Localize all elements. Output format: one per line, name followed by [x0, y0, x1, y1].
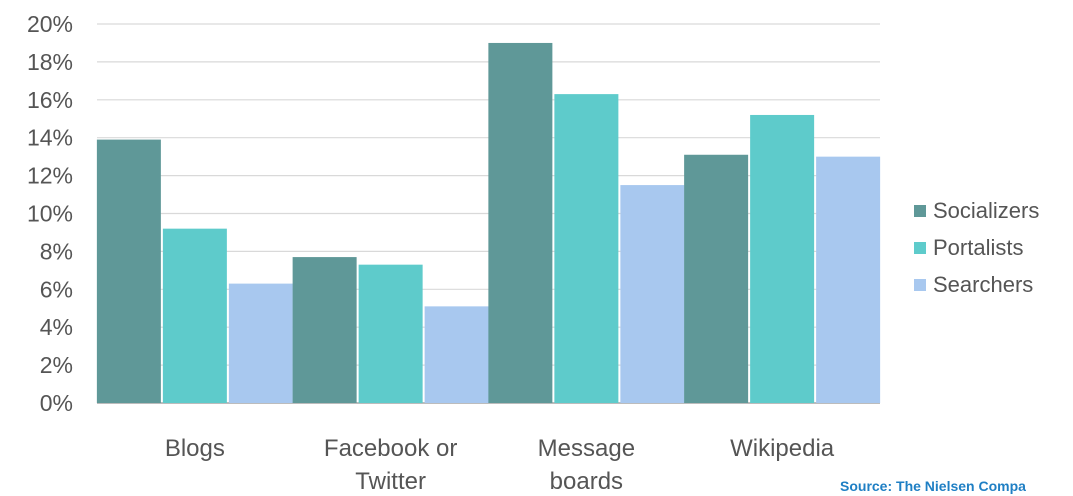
legend-swatch-portalists [914, 242, 926, 254]
bar-portalists-3 [554, 94, 619, 404]
bar-searchers-4 [816, 156, 881, 403]
legend-label-socializers: Socializers [933, 198, 1039, 223]
y-tick-label: 20% [27, 11, 73, 37]
y-tick-label: 18% [27, 49, 73, 75]
x-category-label: Blogs [165, 435, 225, 462]
legend-swatch-socializers [914, 205, 926, 217]
y-tick-label: 10% [27, 201, 73, 227]
x-category-label: Facebook or Twitter [324, 435, 457, 495]
legend-label-portalists: Portalists [933, 235, 1023, 260]
bar-socializers-1 [96, 139, 161, 403]
y-axis-ticks: 0% 2% 4% 6% 8% 10% 12% 14% 16% 18% 20% [27, 11, 73, 416]
bar-searchers-2 [424, 306, 489, 403]
legend-label-searchers: Searchers [933, 272, 1033, 297]
source-note: Source: The Nielsen Compa [840, 478, 1026, 494]
x-axis-labels: Blogs Facebook or Twitter Message boards Wiki… [165, 435, 835, 495]
y-tick-label: 6% [40, 276, 73, 302]
bar-socializers-4 [684, 154, 749, 403]
legend-swatch-searchers [914, 279, 926, 291]
y-tick-label: 12% [27, 163, 73, 189]
bar-portalists-4 [750, 114, 815, 404]
x-category-label: Message boards [538, 435, 635, 495]
bar-portalists-1 [162, 228, 227, 403]
y-tick-label: 14% [27, 125, 73, 151]
bar-portalists-2 [358, 264, 423, 403]
bar-searchers-3 [620, 185, 685, 403]
bar-searchers-1 [228, 283, 293, 403]
y-tick-label: 4% [40, 314, 73, 340]
x-category-label: Wikipedia [730, 435, 835, 462]
bars [96, 42, 881, 404]
y-tick-label: 0% [40, 390, 73, 416]
y-tick-label: 2% [40, 352, 73, 378]
y-tick-label: 16% [27, 87, 73, 113]
legend: Socializers Portalists Searchers [914, 198, 1039, 297]
bar-socializers-2 [292, 257, 357, 403]
bar-socializers-3 [488, 42, 553, 403]
y-tick-label: 8% [40, 238, 73, 264]
